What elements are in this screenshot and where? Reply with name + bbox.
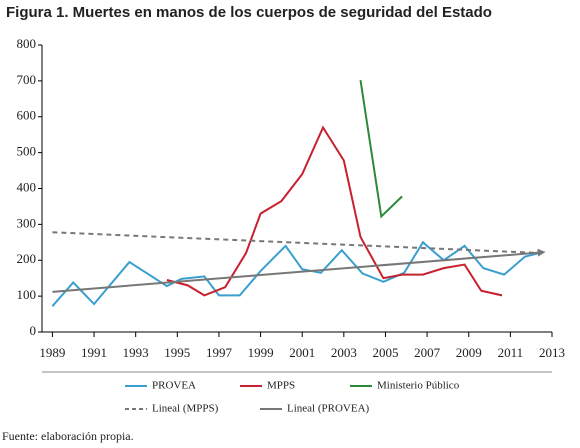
x-tick-label: 2005: [372, 345, 398, 360]
y-tick-label: 800: [17, 36, 37, 51]
x-tick-label: 2003: [331, 345, 357, 360]
legend-label: PROVEA: [152, 380, 196, 392]
x-tick-label: 1993: [123, 345, 149, 360]
x-tick-label: 2001: [289, 345, 315, 360]
chart-title: Figura 1. Muertes en manos de los cuerpo…: [6, 4, 492, 21]
y-tick-label: 500: [17, 144, 37, 159]
x-tick-label: 2011: [498, 345, 524, 360]
y-tick-label: 200: [17, 251, 37, 266]
x-tick-label: 1997: [206, 345, 233, 360]
series-line: [359, 80, 403, 219]
y-tick-label: 100: [17, 287, 37, 302]
series-line: [52, 248, 546, 293]
x-tick-label: 1999: [248, 345, 274, 360]
legend-label: Ministerio Público: [377, 380, 460, 392]
x-tick-label: 1989: [39, 345, 65, 360]
y-tick-label: 400: [17, 179, 37, 194]
series-line: [52, 231, 542, 255]
legend-label: MPPS: [267, 380, 295, 392]
x-tick-label: 2009: [456, 345, 482, 360]
source: Fuente: elaboración propia.: [2, 429, 134, 443]
legend-label: Lineal (PROVEA): [287, 403, 370, 415]
x-tick-label: 2013: [539, 345, 565, 360]
x-tick-label: 1995: [164, 345, 190, 360]
series-line: [51, 240, 540, 307]
legend-label: Lineal (MPPS): [152, 403, 219, 415]
series-line: [166, 125, 503, 297]
y-tick-label: 600: [17, 108, 37, 123]
y-tick-label: 0: [30, 323, 37, 338]
y-tick-label: 700: [17, 72, 37, 87]
y-tick-label: 300: [17, 215, 37, 230]
x-tick-label: 1991: [81, 345, 107, 360]
x-tick-label: 2007: [414, 345, 441, 360]
